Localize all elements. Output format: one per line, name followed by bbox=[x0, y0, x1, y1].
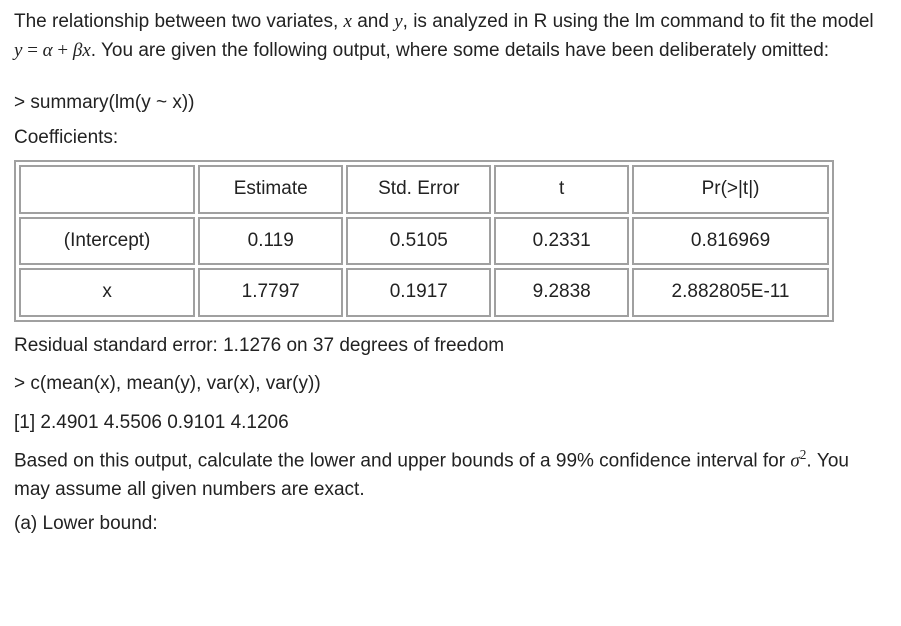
intro-paragraph: The relationship between two variates, x… bbox=[14, 8, 887, 65]
cell-x-estimate: 1.7797 bbox=[198, 268, 343, 317]
var-y: y bbox=[394, 11, 402, 32]
question-text: Based on this output, calculate the lowe… bbox=[14, 445, 887, 504]
coefficients-label: Coefficients: bbox=[14, 124, 887, 153]
part-a-label: (a) Lower bound: bbox=[14, 510, 887, 539]
intro-text-2: and bbox=[352, 11, 394, 32]
model-beta: β bbox=[73, 40, 82, 61]
header-stderror: Std. Error bbox=[346, 165, 491, 214]
header-blank bbox=[19, 165, 195, 214]
var-x: x bbox=[344, 11, 352, 32]
r-command-summary: > summary(lm(y ~ x)) bbox=[14, 89, 887, 118]
coefficients-table: Estimate Std. Error t Pr(>|t|) (Intercep… bbox=[14, 160, 834, 322]
residual-standard-error: Residual standard error: 1.1276 on 37 de… bbox=[14, 332, 887, 361]
cell-x-t: 9.2838 bbox=[494, 268, 629, 317]
table-row: (Intercept) 0.119 0.5105 0.2331 0.816969 bbox=[19, 217, 829, 266]
header-prt: Pr(>|t|) bbox=[632, 165, 829, 214]
cell-intercept-estimate: 0.119 bbox=[198, 217, 343, 266]
table-header-row: Estimate Std. Error t Pr(>|t|) bbox=[19, 165, 829, 214]
cell-x-prt: 2.882805E-11 bbox=[632, 268, 829, 317]
model-x2: x bbox=[82, 40, 90, 61]
cell-intercept-stderror: 0.5105 bbox=[346, 217, 491, 266]
intro-text-1: The relationship between two variates, bbox=[14, 11, 344, 32]
cell-x-label: x bbox=[19, 268, 195, 317]
r-command-c: > c(mean(x), mean(y), var(x), var(y)) bbox=[14, 370, 887, 399]
header-estimate: Estimate bbox=[198, 165, 343, 214]
sigma: σ bbox=[790, 450, 799, 471]
cell-intercept-t: 0.2331 bbox=[494, 217, 629, 266]
model-eq: = bbox=[22, 40, 42, 61]
intro-text-3: , is analyzed in R using the lm command … bbox=[403, 11, 874, 32]
model-plus: + bbox=[53, 40, 73, 61]
cell-intercept-prt: 0.816969 bbox=[632, 217, 829, 266]
model-alpha: α bbox=[43, 40, 53, 61]
header-t: t bbox=[494, 165, 629, 214]
cell-x-stderror: 0.1917 bbox=[346, 268, 491, 317]
question-part1: Based on this output, calculate the lowe… bbox=[14, 450, 790, 471]
intro-text-4: . You are given the following output, wh… bbox=[91, 40, 829, 61]
r-output-vector: [1] 2.4901 4.5506 0.9101 4.1206 bbox=[14, 409, 887, 438]
cell-intercept-label: (Intercept) bbox=[19, 217, 195, 266]
table-row: x 1.7797 0.1917 9.2838 2.882805E-11 bbox=[19, 268, 829, 317]
